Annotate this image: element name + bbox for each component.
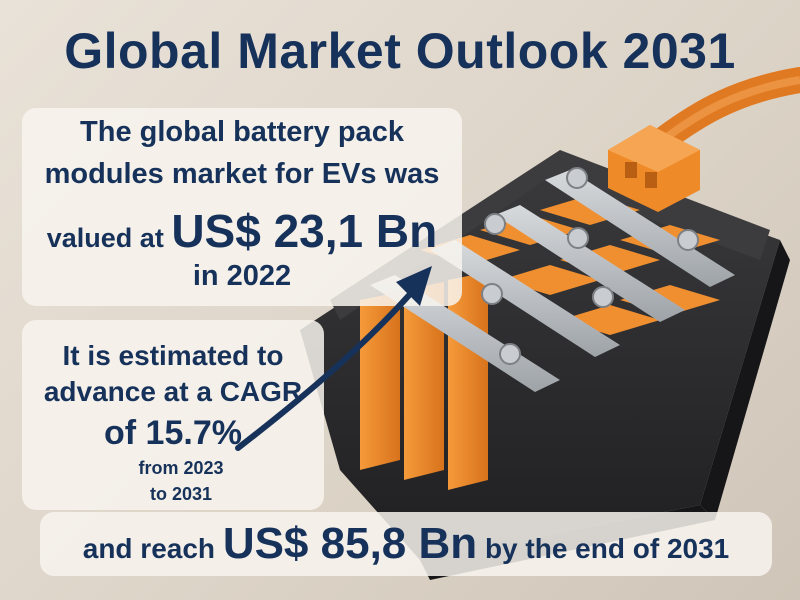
valued-at-label: valued at [46, 223, 164, 253]
by-end-label: by the end of 2031 [484, 533, 730, 564]
orange-connector [608, 125, 700, 212]
market-text-line2: modules market for EVs was [44, 158, 440, 190]
reach-label: and reach [82, 533, 216, 564]
cagr-period-start: from 2023 [138, 458, 224, 478]
cagr-period-end: to 2031 [149, 484, 213, 504]
market-year: in 2022 [192, 260, 292, 292]
cagr-text-line2: advance at a CAGR [43, 376, 303, 407]
bolts [481, 167, 699, 365]
forecast-line: and reach US$ 85,8 Bn by the end of 2031 [40, 518, 772, 575]
market-value-panel [22, 108, 462, 306]
market-value-line: valued at US$ 23,1 Bn [22, 204, 462, 258]
forecast-panel [40, 512, 772, 576]
cagr-panel [22, 320, 324, 510]
forecast-value-2031: US$ 85,8 Bn [222, 519, 478, 568]
market-value-2022: US$ 23,1 Bn [171, 205, 438, 257]
market-text-line1: The global battery pack [80, 116, 404, 148]
cagr-text-line1: It is estimated to [62, 340, 284, 371]
page-title: Global Market Outlook 2031 [64, 23, 736, 79]
cagr-value: of 15.7% [104, 414, 242, 452]
